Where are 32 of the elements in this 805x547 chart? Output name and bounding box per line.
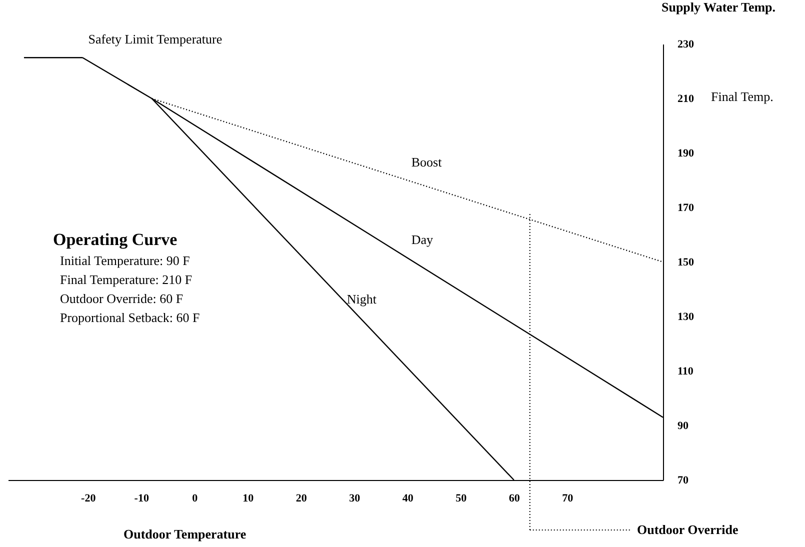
series-label: Boost [411, 154, 442, 170]
annotation: Proportional Setback: 60 F [60, 310, 200, 325]
annotation: Final Temperature: 210 F [60, 272, 192, 287]
y-tick-label: 70 [678, 474, 689, 486]
y-tick-label: 190 [678, 148, 694, 160]
x-tick-label: 70 [562, 492, 574, 504]
annotation: Operating Curve [53, 230, 178, 249]
ref-line-label: Outdoor Override [637, 522, 738, 537]
y-tick-label: 130 [678, 311, 694, 323]
y-tick-label: 110 [678, 366, 694, 378]
y-tick-label: 150 [678, 256, 694, 268]
series-label: Safety Limit Temperature [88, 32, 222, 47]
x-axis-title: Outdoor Temperature [124, 526, 246, 542]
text: Final Temp. [711, 89, 774, 104]
x-tick-label: 30 [349, 492, 361, 504]
x-tick-label: 50 [456, 492, 468, 504]
x-tick-label: 20 [296, 492, 308, 504]
y-tick-label: 90 [678, 420, 689, 432]
series-label: Night [346, 291, 377, 306]
x-tick-label: -10 [134, 492, 150, 504]
y-axis-title: Supply Water Temp. [661, 0, 776, 14]
y-tick-label: 230 [678, 38, 694, 50]
y-tick-label: 170 [678, 202, 694, 214]
x-tick-label: 0 [192, 492, 198, 504]
x-tick-label: 60 [508, 492, 520, 504]
x-tick-label: 10 [242, 492, 254, 504]
x-tick-label: -20 [81, 492, 96, 504]
annotation: Initial Temperature: 90 F [60, 253, 190, 268]
x-tick-label: 40 [402, 492, 414, 504]
y-tick-label: 210 [678, 93, 694, 105]
annotation: Outdoor Override: 60 F [60, 291, 184, 306]
series-label: Day [411, 232, 434, 247]
